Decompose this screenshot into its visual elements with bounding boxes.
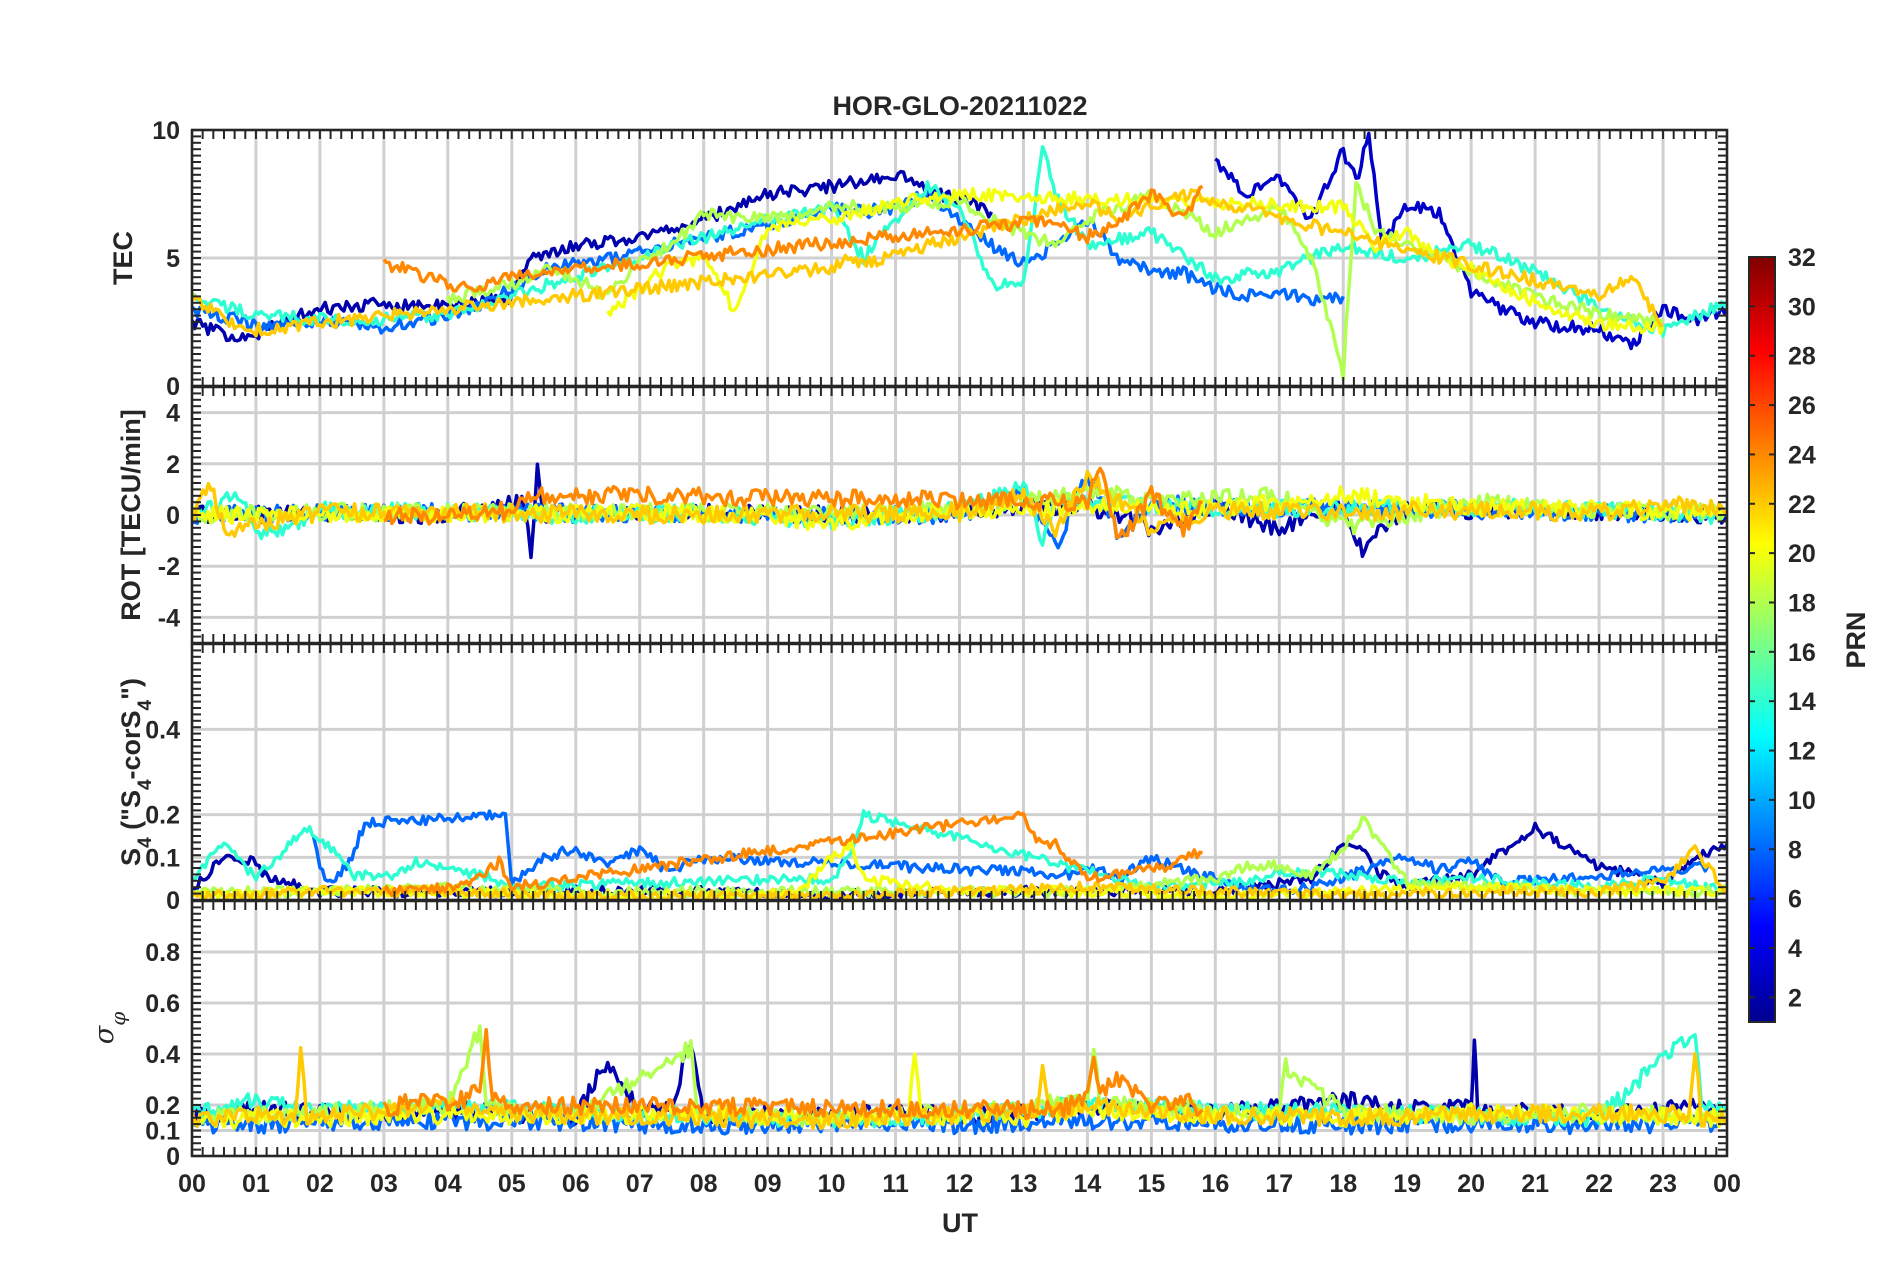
colorbar-tick-label: 32 [1788,244,1816,272]
y-tick-label: 0 [166,887,180,915]
colorbar-tick-label: 4 [1788,935,1802,963]
colorbar-label: PRN [1841,611,1871,668]
y-tick-label: 0.8 [145,939,180,967]
x-tick-label: 06 [562,1170,590,1198]
colorbar-tick-label: 8 [1788,836,1802,864]
colorbar-tick-label: 26 [1788,392,1816,420]
y-tick-label: 0.1 [145,1118,180,1146]
x-tick-label: 04 [434,1170,462,1198]
y-tick-label: 0 [166,373,180,401]
x-tick-label: 15 [1137,1170,1165,1198]
colorbar-tick-label: 18 [1788,589,1816,617]
colorbar-tick-label: 14 [1788,688,1816,716]
y-tick-label: 10 [152,117,180,145]
series-line-prn-24 [382,184,1204,293]
x-tick-label: 11 [882,1170,909,1198]
x-tick-label: 22 [1585,1170,1613,1198]
y-tick-label: -2 [158,553,180,581]
x-tick-label: 00 [1713,1170,1741,1198]
panel-sigma-phi: 0.8 0.6 0.4 0.20.10 [145,899,1729,1171]
y-tick-label: 2 [166,451,180,479]
x-tick-label: 21 [1521,1170,1549,1198]
colorbar-tick-label: 28 [1788,343,1816,371]
colorbar-tick-label: 20 [1788,540,1816,568]
x-tick-label: 17 [1265,1170,1293,1198]
series-line-prn-24 [382,1027,1204,1121]
y-tick-label: 0.2 [145,1092,180,1120]
panel-frame [190,899,1729,1158]
y-axis-label-s4: S4 ("S4-corS4") [116,678,156,866]
series-line-prn-14 [192,145,1727,338]
colorbar-tick-label: 30 [1788,293,1816,321]
colorbar-tick-label: 22 [1788,491,1816,519]
x-tick-label: 18 [1329,1170,1357,1198]
x-tick-label: 00 [178,1170,206,1198]
y-tick-label: 0.2 [145,802,180,830]
x-tick-label: 20 [1457,1170,1485,1198]
x-tick-label: 08 [690,1170,718,1198]
panel-s4: 0.4 0.2 0.1 0 [145,642,1729,915]
x-tick-label: 16 [1201,1170,1229,1198]
series-group [192,131,1727,381]
x-tick-label: 10 [818,1170,846,1198]
colorbar-gradient [1748,256,1776,1023]
y-axis-label-rot: ROT [TECU/min] [116,409,146,620]
x-tick-label: 14 [1074,1170,1102,1198]
colorbar-tick-label: 16 [1788,639,1816,667]
series-line-prn-8 [311,809,1710,897]
x-tick-label: 23 [1649,1170,1677,1198]
y-tick-label: -4 [158,604,180,632]
x-tick-label: 03 [370,1170,398,1198]
colorbar-tick-label: 24 [1788,441,1816,469]
y-tick-label: 0.4 [145,716,180,744]
y-axis-label-tec: TEC [108,231,138,285]
series-line-prn-2 [192,169,994,343]
x-tick-label: 09 [754,1170,782,1198]
y-tick-label: 0.4 [145,1041,180,1069]
x-tick-label: 12 [946,1170,974,1198]
x-tick-label: 02 [306,1170,334,1198]
chart-title: HOR-GLO-20211022 [832,91,1087,121]
series-line-prn-14 [192,809,1727,894]
colorbar-tick-label: 12 [1788,738,1816,766]
series-line-prn-24 [382,810,1203,898]
y-tick-label: 0.1 [145,844,180,872]
y-axis-labels: TEC ROT [TECU/min] S4 ("S4-corS4") σφ [89,231,156,1044]
series-line-prn-22 [192,469,1727,538]
x-tick-labels: 00 01 02 03 04 05 06 07 08 09 10 11 12 13 14 15 16 17 18 19… [178,1170,1741,1198]
y-tick-label: 5 [166,245,180,273]
y-tick-label: 0 [166,502,180,530]
series-line-prn-24 [383,466,1203,540]
colorbar-tick-label: 2 [1788,984,1802,1012]
y-tick-label: 0.6 [145,990,180,1018]
series-group [192,462,1727,560]
series-line-prn-22 [192,188,1664,338]
x-tick-label: 07 [626,1170,654,1198]
x-tick-label: 01 [242,1170,270,1198]
x-tick-label: 05 [498,1170,526,1198]
x-tick-label: 19 [1393,1170,1421,1198]
x-tick-label: 13 [1010,1170,1038,1198]
panel-tec: 10 5 0 [152,117,1729,401]
colorbar-tick-label: 10 [1788,787,1816,815]
colorbar-tick-label: 6 [1788,886,1802,914]
y-tick-label: 4 [166,400,180,428]
panels-layer: 1050420-2-40.40.20.100.80.60.40.20.10TEC… [89,117,1741,1198]
series-group [192,1024,1727,1136]
y-axis-label-sigma-phi: σφ [89,1012,130,1044]
y-tick-label: 0 [166,1143,180,1171]
panel-rot: 4 2 0 -2 -4 [158,385,1729,645]
x-axis-label: UT [942,1208,978,1238]
